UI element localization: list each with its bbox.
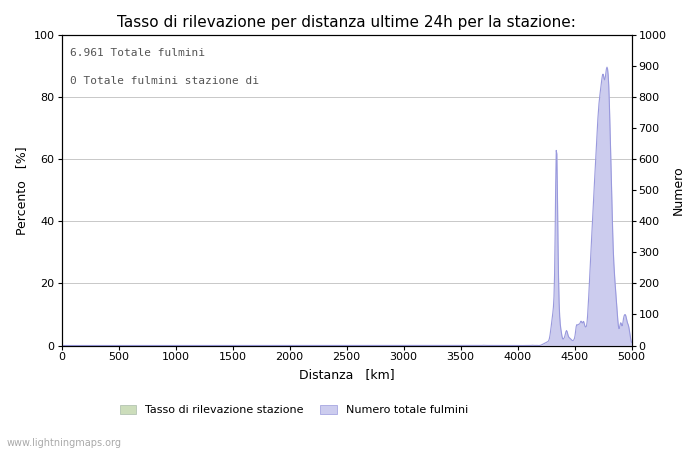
- Text: www.lightningmaps.org: www.lightningmaps.org: [7, 438, 122, 448]
- Legend: Tasso di rilevazione stazione, Numero totale fulmini: Tasso di rilevazione stazione, Numero to…: [116, 400, 472, 420]
- Y-axis label: Numero: Numero: [672, 166, 685, 215]
- Text: 0 Totale fulmini stazione di: 0 Totale fulmini stazione di: [70, 76, 259, 86]
- Title: Tasso di rilevazione per distanza ultime 24h per la stazione:: Tasso di rilevazione per distanza ultime…: [117, 15, 576, 30]
- Text: 6.961 Totale fulmini: 6.961 Totale fulmini: [70, 48, 205, 58]
- X-axis label: Distanza   [km]: Distanza [km]: [299, 368, 394, 381]
- Y-axis label: Percento   [%]: Percento [%]: [15, 146, 28, 235]
